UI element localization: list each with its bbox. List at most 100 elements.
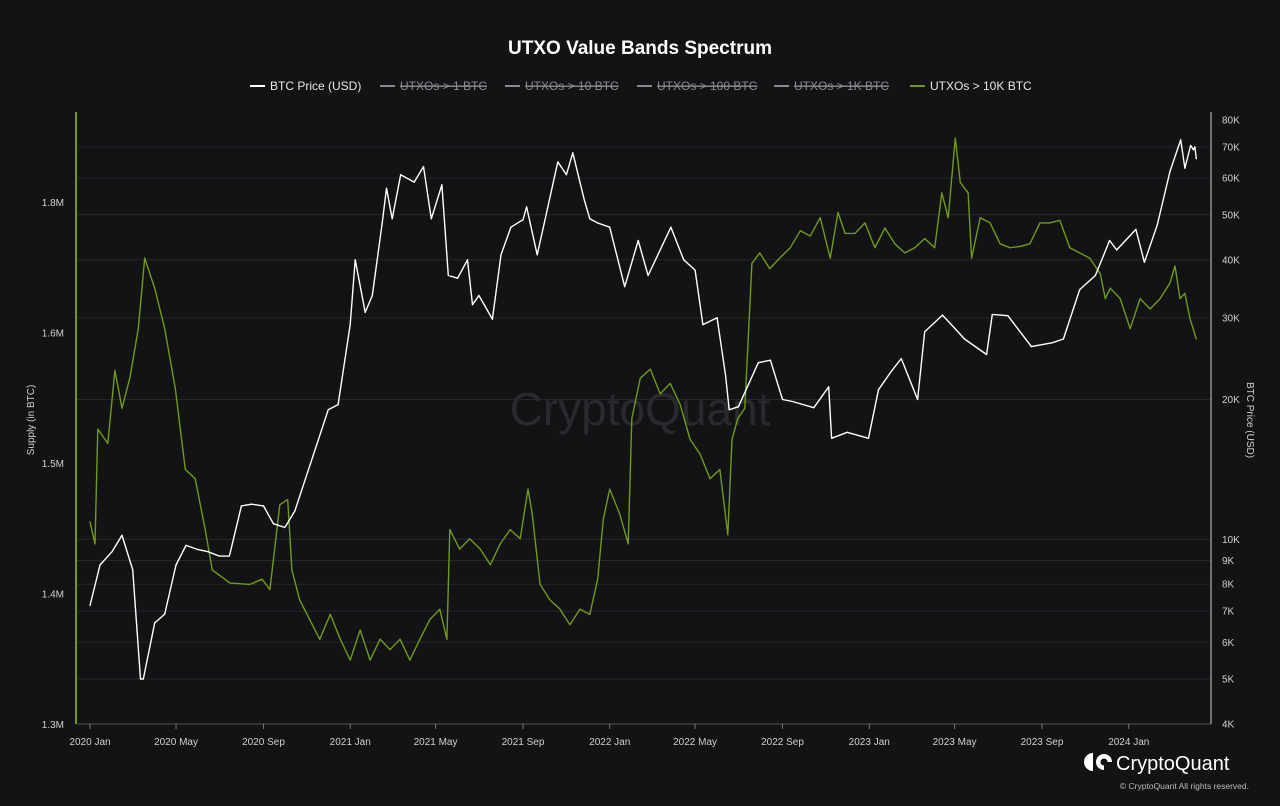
data-point: [884, 227, 886, 229]
data-point: [337, 404, 339, 406]
right-tick-label: 50K: [1222, 210, 1240, 221]
data-point: [559, 608, 561, 610]
data-point: [725, 375, 727, 377]
data-point: [1019, 245, 1021, 248]
data-point: [953, 327, 956, 329]
data-point: [364, 311, 366, 314]
data-point: [728, 409, 730, 411]
data-point: [269, 588, 271, 591]
data-point: [846, 431, 848, 433]
data-point: [413, 181, 415, 183]
legend-item[interactable]: UTXOs > 10 BTC: [505, 79, 619, 93]
x-tick-label: 2020 May: [154, 737, 198, 748]
x-tick-label: 2024 Jan: [1108, 737, 1149, 748]
data-point: [446, 638, 448, 640]
data-point: [399, 638, 401, 640]
data-point: [959, 181, 961, 184]
data-point: [164, 613, 166, 615]
data-point: [751, 262, 753, 264]
right-tick-label: 4K: [1222, 720, 1235, 731]
data-point: [154, 287, 156, 289]
data-point: [539, 583, 541, 585]
left-tick-label: 1.8M: [42, 198, 64, 209]
right-tick-label: 5K: [1222, 675, 1235, 686]
data-point: [509, 528, 511, 531]
data-point: [319, 638, 321, 640]
data-point: [1007, 315, 1009, 317]
right-tick-label: 10K: [1222, 535, 1240, 546]
legend-item[interactable]: UTXOs > 100 BTC: [637, 79, 758, 93]
data-point: [174, 388, 176, 390]
data-point: [294, 510, 296, 512]
data-point: [430, 218, 432, 220]
data-point: [819, 217, 821, 219]
btc-price-line: [89, 139, 1197, 680]
data-point: [527, 488, 529, 490]
legend-item[interactable]: UTXOs > 1K BTC: [774, 79, 889, 93]
data-point: [1139, 298, 1141, 300]
data-point: [924, 331, 926, 333]
data-point: [941, 314, 944, 316]
data-point: [139, 678, 142, 680]
data-point: [637, 239, 639, 242]
legend: BTC Price (USD) UTXOs > 1 BTC UTXOs > 10 B…: [250, 79, 1032, 93]
data-point: [164, 328, 166, 330]
data-point: [194, 478, 196, 480]
data-point: [829, 257, 831, 259]
x-tick-label: 2023 May: [933, 737, 977, 748]
data-point: [791, 400, 794, 403]
data-point: [479, 548, 481, 550]
data-point: [422, 165, 425, 168]
data-point: [917, 398, 919, 401]
data-point: [647, 274, 649, 277]
data-point: [309, 619, 311, 621]
gridlines: [76, 146, 1211, 680]
x-tick-label: 2021 Jan: [330, 737, 371, 748]
data-point: [211, 569, 213, 571]
x-tick-label: 2021 Sep: [502, 737, 545, 748]
data-point: [519, 538, 521, 540]
data-point: [1119, 298, 1121, 300]
data-point: [565, 174, 567, 176]
data-point: [299, 599, 301, 601]
data-point: [1094, 274, 1096, 277]
data-point: [439, 608, 441, 610]
data-point: [670, 226, 672, 228]
data-point: [699, 453, 701, 455]
data-point: [894, 243, 896, 245]
legend-item[interactable]: UTXOs > 1 BTC: [380, 79, 487, 93]
data-point: [218, 555, 221, 557]
data-point: [469, 538, 471, 540]
data-point: [1104, 298, 1106, 300]
data-point: [385, 187, 388, 189]
right-tick-label: 9K: [1222, 556, 1235, 567]
data-point: [619, 513, 621, 515]
data-point: [316, 443, 318, 446]
data-point: [531, 513, 533, 515]
legend-item[interactable]: BTC Price (USD): [250, 79, 361, 93]
data-point: [1169, 282, 1171, 284]
right-tick-label: 7K: [1222, 607, 1235, 618]
data-point: [979, 217, 981, 219]
legend-item[interactable]: UTXOs > 10K BTC: [910, 79, 1032, 93]
series-layer: [89, 137, 1197, 680]
data-point: [1069, 247, 1071, 249]
data-point: [1030, 346, 1032, 348]
data-point: [769, 359, 772, 361]
data-point: [597, 578, 599, 580]
data-point: [609, 226, 611, 228]
right-tick-label: 80K: [1222, 116, 1240, 127]
data-point: [389, 649, 391, 651]
data-point: [744, 407, 746, 409]
data-point: [1108, 239, 1111, 242]
data-point: [359, 629, 361, 631]
data-point: [306, 473, 308, 475]
data-point: [669, 382, 671, 385]
data-point: [549, 599, 551, 601]
data-point: [941, 192, 943, 194]
logo-icon: [1084, 753, 1093, 771]
x-tick-label: 2021 May: [414, 737, 458, 748]
data-point: [627, 543, 629, 545]
data-point: [466, 259, 469, 261]
